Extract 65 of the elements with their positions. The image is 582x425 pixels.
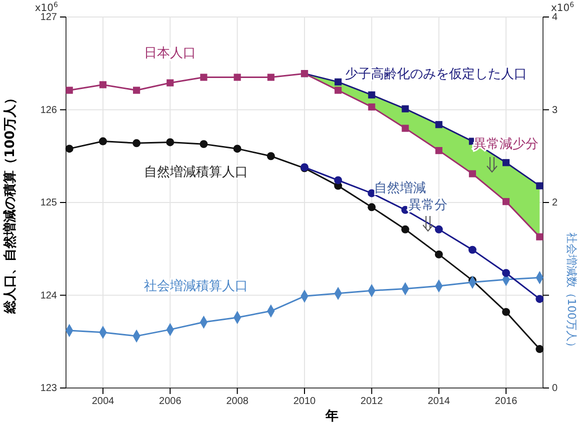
point: [401, 225, 410, 234]
series-label: 社会増減積算人口: [144, 278, 248, 294]
series-label: 日本人口: [144, 46, 196, 61]
point: [434, 225, 443, 234]
point: [166, 79, 174, 86]
annotation: 自然増減: [374, 180, 426, 196]
point: [233, 144, 242, 153]
point: [536, 233, 544, 240]
y-tick-label: 124: [40, 290, 58, 302]
y2-tick-label: 0: [552, 383, 558, 394]
point: [200, 74, 208, 81]
point: [200, 140, 208, 148]
point: [435, 121, 442, 128]
x-axis-title: 年: [324, 409, 338, 424]
y-axis-title: 総人口、自然増減の積算（100万人）: [2, 91, 18, 315]
point: [468, 170, 476, 178]
point: [435, 147, 442, 154]
x-tick-label: 2008: [226, 396, 249, 408]
point: [368, 103, 376, 110]
point: [468, 246, 476, 254]
point: [266, 152, 275, 160]
point: [536, 294, 544, 303]
point: [234, 74, 241, 81]
point: [402, 105, 409, 112]
y-tick-label: 127: [40, 12, 58, 24]
point: [536, 182, 544, 190]
x-tick-label: 2012: [360, 396, 384, 408]
x-tick-label: 2010: [293, 396, 316, 408]
y-tick-label: 126: [40, 104, 58, 116]
point: [368, 91, 376, 98]
point: [502, 198, 510, 206]
point: [502, 159, 510, 166]
x-tick-label: 2006: [159, 396, 182, 408]
y2-tick-label: 4: [552, 12, 558, 24]
point: [98, 137, 107, 146]
point: [334, 78, 342, 86]
point: [368, 203, 376, 212]
point: [502, 269, 510, 277]
x-tick-label: 2004: [92, 396, 115, 408]
text: x10$^{6}$: [34, 1, 59, 14]
y-tick-label: 123: [40, 383, 58, 394]
point: [99, 81, 106, 88]
y2-tick-label: 3: [552, 104, 558, 116]
x-tick-label: 2014: [428, 396, 450, 408]
point: [434, 250, 443, 258]
y2-tick-label: 2: [552, 198, 558, 209]
text: x10$^{6}$: [551, 1, 575, 14]
point: [502, 308, 510, 316]
series-label: 少子高齢化のみを仮定した人口: [345, 66, 527, 82]
annotation: 異常減少分: [474, 137, 538, 152]
series-label: 自然増減積算人口: [144, 164, 248, 180]
point: [166, 138, 174, 146]
point: [334, 176, 342, 184]
x-tick-label: 2016: [494, 396, 518, 408]
point: [66, 86, 73, 94]
point: [402, 124, 409, 132]
point: [65, 144, 74, 153]
y2-axis-title: 社会増減数（100万人）: [565, 232, 578, 352]
point: [132, 139, 141, 148]
point: [133, 86, 140, 94]
point: [536, 345, 544, 354]
annotation: 異常分: [408, 198, 448, 213]
point: [267, 74, 274, 81]
y-tick-label: 125: [40, 198, 58, 209]
point: [334, 86, 342, 94]
